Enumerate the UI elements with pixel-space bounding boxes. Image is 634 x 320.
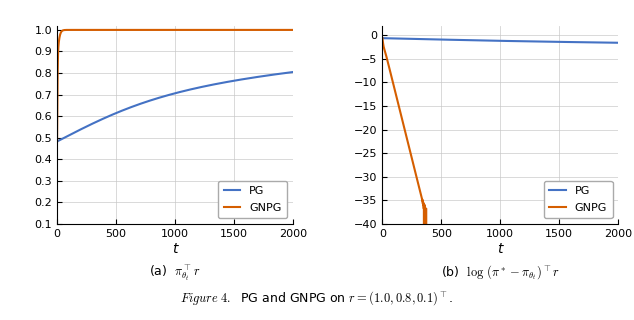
GNPG [162,28,169,32]
GNPG [391,86,398,90]
GNPG [65,28,73,32]
Text: (a)  $\pi_{\theta_t}^\top r$: (a) $\pi_{\theta_t}^\top r$ [149,264,200,283]
GNPG [53,140,61,143]
PG [289,70,297,74]
PG [493,39,501,43]
X-axis label: t: t [498,242,503,256]
GNPG [289,28,297,32]
PG [607,41,615,44]
PG [378,36,386,40]
Text: (b)  $\log\,(\pi^* - \pi_{\theta_t})^\top r$: (b) $\log\,(\pi^* - \pi_{\theta_t})^\top… [441,264,560,282]
Line: GNPG: GNPG [57,30,293,141]
GNPG [239,28,247,32]
Line: PG: PG [382,38,618,43]
Text: $\it{Figure\ 4.}$  PG and GNPG on $r = (1.0, 0.8, 0.1)^\top$.: $\it{Figure\ 4.}$ PG and GNPG on $r = (1… [180,290,454,307]
Line: GNPG: GNPG [382,38,618,320]
PG [239,77,247,81]
PG [391,36,398,40]
PG [65,133,73,137]
PG [53,140,61,143]
X-axis label: t: t [172,242,178,256]
PG [487,39,495,43]
GNPG [95,28,103,32]
PG [282,71,290,75]
Line: PG: PG [57,72,293,141]
GNPG [282,28,290,32]
GNPG [378,36,386,40]
Legend: PG, GNPG: PG, GNPG [543,181,612,219]
GNPG [282,28,290,32]
PG [162,94,169,98]
GNPG [168,28,176,32]
Legend: PG, GNPG: PG, GNPG [218,181,287,219]
PG [282,71,290,75]
PG [168,92,176,96]
PG [564,40,572,44]
PG [607,41,615,44]
PG [614,41,622,45]
